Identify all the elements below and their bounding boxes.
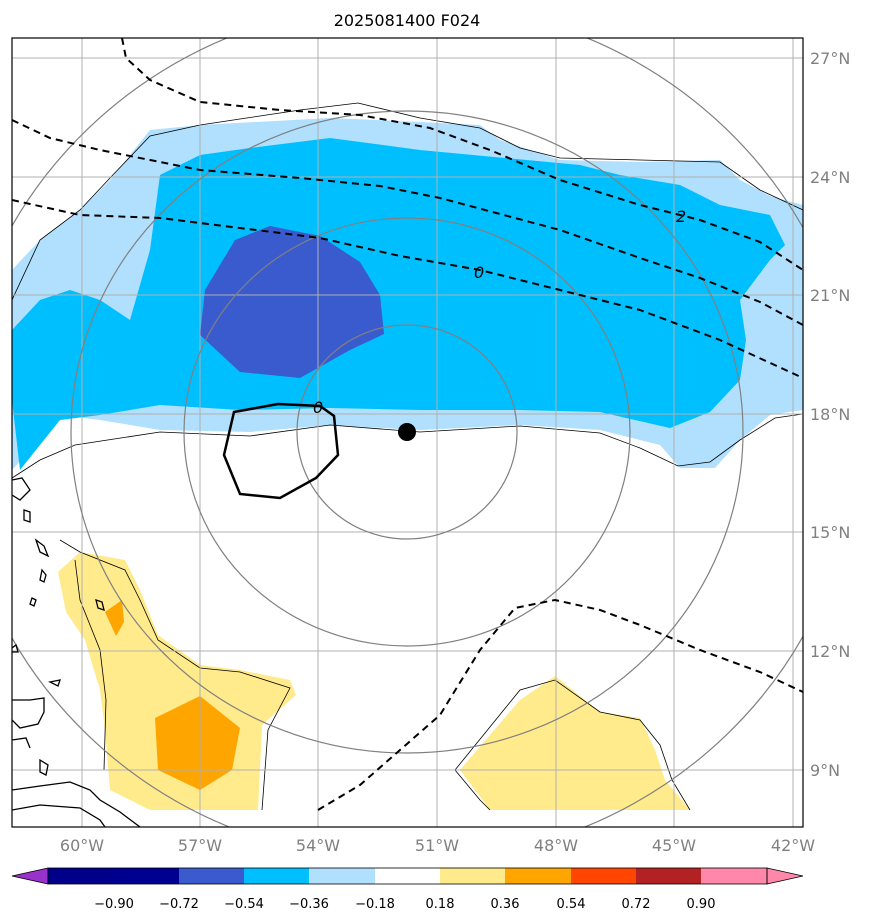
- lon-label: 42°W: [771, 836, 815, 855]
- colorbar-extend-max: [766, 867, 804, 885]
- colorbar-label: 0.72: [622, 897, 651, 912]
- lon-label: 45°W: [652, 836, 696, 855]
- colorbar-frame: [47, 867, 768, 885]
- colorbar-label: −0.54: [224, 897, 264, 912]
- colorbar-segment: [571, 868, 636, 884]
- dashed-contours: [12, 38, 803, 811]
- colorbar-segment: [701, 868, 767, 884]
- lon-label: 54°W: [296, 836, 340, 855]
- map-frame: [11, 37, 804, 828]
- negative-anomaly-dark: [200, 226, 384, 378]
- positive-anomaly-orange-small: [105, 600, 124, 636]
- colorbar-label: −0.18: [355, 897, 395, 912]
- positive-anomaly-orange-west: [155, 696, 240, 790]
- colorbar-segment: [375, 868, 440, 884]
- colorbar: −0.90 −0.72 −0.54 −0.36 −0.18 0.18 0.36 …: [11, 867, 804, 912]
- colorbar-label: 0.36: [491, 897, 520, 912]
- colorbar-segment: [636, 868, 701, 884]
- colorbar-label: 0.18: [426, 897, 455, 912]
- contour-label-2: 2: [676, 207, 686, 226]
- lat-label: 9°N: [810, 761, 840, 780]
- figure-title: 2025081400 F024: [334, 11, 481, 30]
- map-area: 2 0 0: [12, 38, 803, 827]
- lat-label: 27°N: [810, 49, 850, 68]
- lat-label: 12°N: [810, 642, 850, 661]
- colorbar-label: −0.36: [289, 897, 329, 912]
- contour-label-0-solid: 0: [313, 398, 323, 417]
- colorbar-label: −0.90: [94, 897, 134, 912]
- negative-anomaly-medium: [12, 138, 785, 470]
- colorbar-label: 0.90: [687, 897, 716, 912]
- longitude-labels: 60°W 57°W 54°W 51°W 48°W 45°W 42°W: [60, 836, 815, 855]
- lon-label: 60°W: [60, 836, 104, 855]
- colorbar-segment: [48, 868, 114, 884]
- lat-label: 18°N: [810, 405, 850, 424]
- graticule: [12, 38, 803, 827]
- latitude-labels: 27°N 24°N 21°N 18°N 15°N 12°N 9°N: [810, 49, 850, 780]
- colorbar-segment: [505, 868, 571, 884]
- lat-label: 21°N: [810, 286, 850, 305]
- colorbar-segment: [440, 868, 505, 884]
- solid-contour-loop: [222, 402, 340, 500]
- colorbar-segment: [114, 868, 179, 884]
- colorbar-segment: [179, 868, 244, 884]
- colorbar-segment: [309, 868, 375, 884]
- contour-label-0-dashed: 0: [474, 263, 484, 282]
- colorbar-segment: [244, 868, 309, 884]
- colorbar-label: 0.54: [557, 897, 586, 912]
- range-rings: [12, 38, 803, 827]
- lon-label: 51°W: [415, 836, 459, 855]
- storm-center-marker: [398, 423, 416, 441]
- positive-anomaly-yellow-east: [460, 676, 690, 810]
- coastline: [12, 477, 141, 827]
- lon-label: 48°W: [534, 836, 578, 855]
- thin-contours: [12, 102, 803, 811]
- lon-label: 57°W: [178, 836, 222, 855]
- colorbar-label: −0.72: [159, 897, 199, 912]
- lat-label: 15°N: [810, 523, 850, 542]
- lat-label: 24°N: [810, 168, 850, 187]
- colorbar-extend-min: [11, 867, 49, 885]
